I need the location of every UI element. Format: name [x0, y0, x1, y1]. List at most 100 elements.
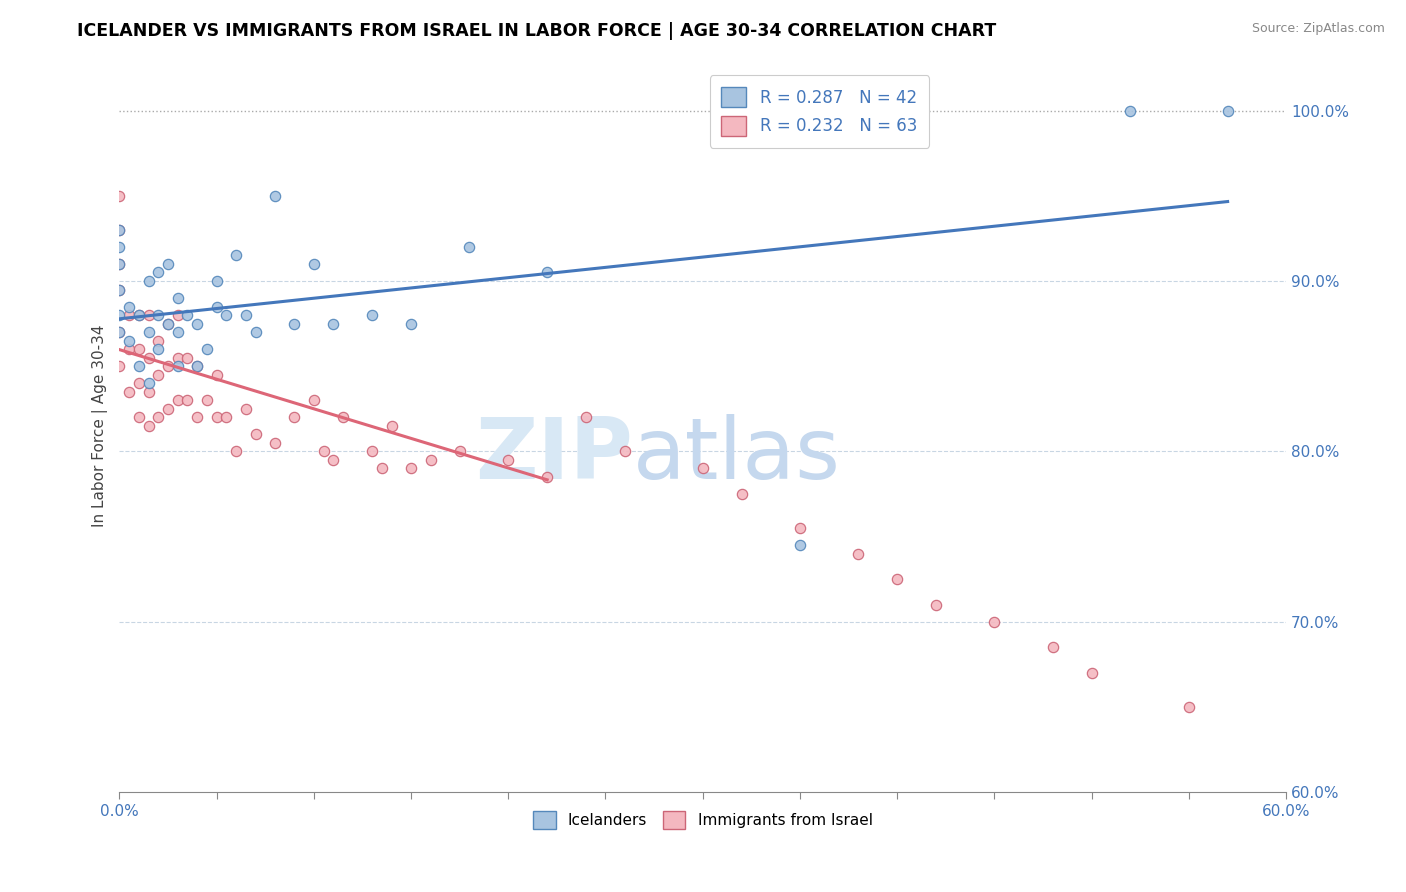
Text: Source: ZipAtlas.com: Source: ZipAtlas.com: [1251, 22, 1385, 36]
Point: [361, 308, 384, 322]
Point: [302, 393, 325, 408]
Point: [536, 470, 558, 484]
Point: [138, 418, 160, 433]
Text: atlas: atlas: [633, 414, 841, 497]
Point: [245, 325, 267, 339]
Point: [283, 410, 305, 425]
Point: [322, 453, 344, 467]
Point: [575, 410, 598, 425]
Point: [138, 274, 160, 288]
Point: [361, 444, 384, 458]
Point: [118, 300, 141, 314]
Point: [108, 257, 131, 271]
Point: [264, 189, 287, 203]
Point: [166, 308, 188, 322]
Point: [138, 376, 160, 391]
Point: [108, 283, 131, 297]
Point: [148, 265, 170, 279]
Point: [108, 308, 131, 322]
Point: [157, 359, 180, 374]
Point: [108, 325, 131, 339]
Text: ICELANDER VS IMMIGRANTS FROM ISRAEL IN LABOR FORCE | AGE 30-34 CORRELATION CHART: ICELANDER VS IMMIGRANTS FROM ISRAEL IN L…: [77, 22, 997, 40]
Point: [371, 461, 394, 475]
Point: [138, 351, 160, 365]
Point: [498, 453, 520, 467]
Point: [205, 410, 228, 425]
Point: [118, 308, 141, 322]
Point: [215, 308, 238, 322]
Point: [215, 410, 238, 425]
Point: [983, 615, 1005, 629]
Point: [157, 401, 180, 416]
Point: [235, 308, 257, 322]
Point: [128, 359, 150, 374]
Point: [846, 547, 869, 561]
Point: [399, 461, 422, 475]
Point: [1119, 103, 1142, 118]
Legend: Icelanders, Immigrants from Israel: Icelanders, Immigrants from Israel: [527, 805, 879, 836]
Point: [195, 342, 218, 356]
Point: [186, 410, 208, 425]
Point: [148, 410, 170, 425]
Point: [108, 257, 131, 271]
Point: [322, 317, 344, 331]
Point: [332, 410, 354, 425]
Point: [312, 444, 335, 458]
Point: [283, 317, 305, 331]
Point: [108, 325, 131, 339]
Point: [148, 308, 170, 322]
Point: [302, 257, 325, 271]
Point: [157, 317, 180, 331]
Point: [176, 393, 198, 408]
Point: [148, 368, 170, 382]
Point: [176, 351, 198, 365]
Point: [195, 393, 218, 408]
Point: [245, 427, 267, 442]
Point: [148, 334, 170, 348]
Point: [108, 359, 131, 374]
Point: [166, 291, 188, 305]
Point: [118, 334, 141, 348]
Point: [1177, 699, 1199, 714]
Point: [138, 308, 160, 322]
Point: [225, 444, 247, 458]
Point: [166, 351, 188, 365]
Point: [886, 572, 908, 586]
Point: [128, 410, 150, 425]
Point: [118, 384, 141, 399]
Point: [1042, 640, 1064, 655]
Point: [186, 359, 208, 374]
Point: [166, 325, 188, 339]
Point: [730, 487, 752, 501]
Point: [128, 308, 150, 322]
Point: [789, 538, 811, 552]
Point: [108, 283, 131, 297]
Point: [264, 435, 287, 450]
Point: [108, 240, 131, 254]
Point: [1080, 665, 1102, 680]
Point: [925, 598, 948, 612]
Point: [399, 317, 422, 331]
Point: [128, 342, 150, 356]
Point: [176, 308, 198, 322]
Point: [157, 257, 180, 271]
Point: [419, 453, 441, 467]
Y-axis label: In Labor Force | Age 30-34: In Labor Force | Age 30-34: [93, 325, 108, 527]
Point: [138, 384, 160, 399]
Point: [128, 376, 150, 391]
Point: [205, 368, 228, 382]
Point: [118, 342, 141, 356]
Point: [128, 308, 150, 322]
Point: [108, 189, 131, 203]
Point: [108, 223, 131, 237]
Point: [205, 274, 228, 288]
Point: [225, 248, 247, 262]
Point: [381, 418, 404, 433]
Point: [789, 521, 811, 535]
Point: [235, 401, 257, 416]
Point: [449, 444, 471, 458]
Point: [536, 265, 558, 279]
Point: [186, 317, 208, 331]
Point: [108, 223, 131, 237]
Point: [186, 359, 208, 374]
